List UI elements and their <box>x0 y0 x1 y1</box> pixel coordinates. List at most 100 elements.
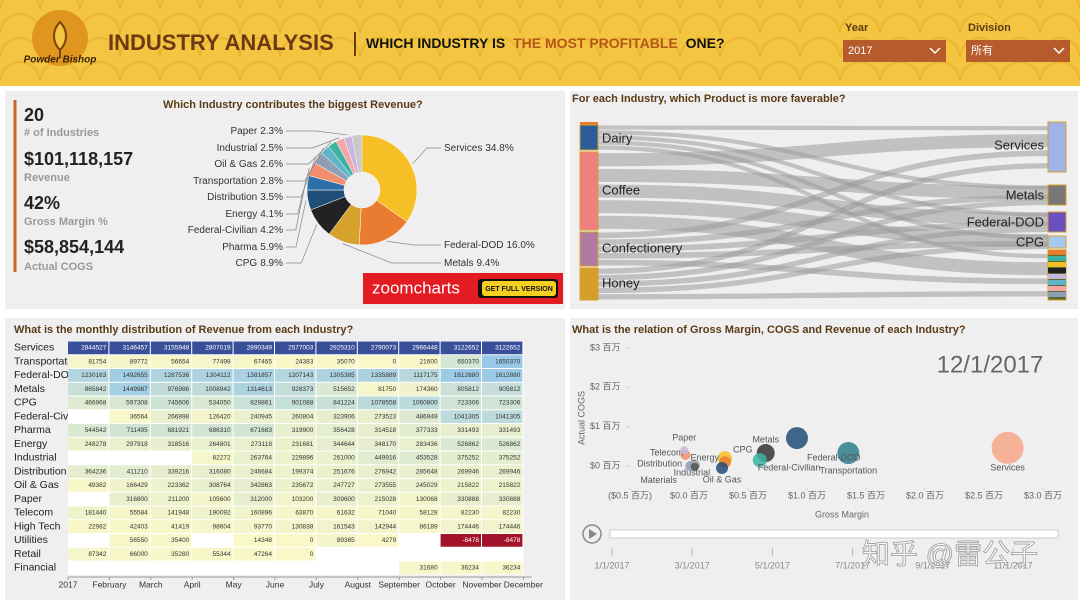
header-arc <box>839 61 881 83</box>
heat-cell <box>192 382 233 396</box>
heat-cell <box>482 382 523 396</box>
cell-value: 190092 <box>209 510 231 517</box>
heat-cell <box>192 410 233 423</box>
row-label: Paper <box>14 493 43 505</box>
heat-cell <box>68 465 109 478</box>
heat-cell <box>440 534 481 547</box>
cell-value: 526862 <box>457 441 479 448</box>
heat-cell <box>233 355 274 368</box>
cell-value: 81750 <box>378 386 396 393</box>
filter-value[interactable]: 所有 <box>971 43 993 57</box>
header-arc <box>799 13 841 35</box>
cell-value: 515652 <box>333 386 355 393</box>
cell-value: -8478 <box>504 537 521 544</box>
cell-value: 240945 <box>250 413 272 420</box>
x-tick-label: June <box>266 579 285 589</box>
heat-cell <box>482 396 523 410</box>
cell-value: 264801 <box>209 441 231 448</box>
header-arc <box>0 61 41 83</box>
flow <box>597 135 1049 217</box>
heat-cell <box>109 547 150 561</box>
header-arc <box>1039 13 1080 35</box>
cell-value: 247727 <box>333 482 355 489</box>
heat-cell <box>316 410 357 423</box>
header-arc <box>439 13 481 35</box>
cell-value: 377333 <box>416 427 438 434</box>
flow <box>597 199 1049 281</box>
heat-cell <box>150 506 192 520</box>
cell-value: 449916 <box>374 455 396 462</box>
heat-cell <box>150 534 192 547</box>
header-arc <box>519 61 561 83</box>
header-arc <box>999 61 1041 83</box>
banner-brand: zoomcharts <box>372 278 460 297</box>
heat-cell <box>399 506 440 520</box>
cell-value: 486949 <box>416 413 438 420</box>
banner-button-text[interactable]: GET FULL VERSION <box>485 286 553 293</box>
header-arc <box>1039 0 1080 11</box>
flow <box>597 184 1049 226</box>
heat-cell <box>109 437 150 451</box>
bubble[interactable] <box>785 427 808 450</box>
cell-value: 453528 <box>416 455 438 462</box>
flow <box>597 130 1049 190</box>
heat-cell <box>316 424 357 437</box>
cell-value: 141948 <box>167 510 189 517</box>
header-arc <box>399 61 441 83</box>
heat-cell <box>233 410 274 423</box>
heat-cell <box>109 520 150 533</box>
pie-label: Paper 2.3% <box>231 126 284 137</box>
heat-cell <box>357 451 399 465</box>
header-arc <box>239 61 281 83</box>
cell-value: 312000 <box>250 496 272 503</box>
bubble[interactable] <box>680 446 689 455</box>
cell-value: 235672 <box>292 482 314 489</box>
heat-cell <box>399 410 440 423</box>
kpi-label: Actual COGS <box>24 261 93 273</box>
header-arc <box>319 0 361 11</box>
bubble-label: Oil & Gas <box>703 474 742 484</box>
annotation: 12/1/2017 <box>937 351 1044 378</box>
header-arc <box>639 37 681 59</box>
heat-cell <box>440 479 481 492</box>
x-tick-label: $1.5 百万 <box>847 490 885 500</box>
heat-cell <box>233 465 274 478</box>
header-arc <box>39 0 81 11</box>
bubble[interactable] <box>716 461 729 474</box>
heat-cell <box>440 520 481 533</box>
cell-value: 55344 <box>213 551 231 558</box>
pie-label-name: Services <box>444 143 482 154</box>
bubble[interactable] <box>991 431 1024 464</box>
cell-value: 319900 <box>292 427 314 434</box>
pie-label-name: Oil & Gas <box>214 159 257 170</box>
bubble[interactable] <box>752 453 767 468</box>
play-button[interactable] <box>582 524 602 544</box>
heat-cell <box>150 547 192 561</box>
bubble[interactable] <box>690 462 699 471</box>
cell-value: 142944 <box>374 523 396 530</box>
header-arc <box>279 0 321 11</box>
cell-value: 87342 <box>88 551 106 558</box>
logo-icon <box>53 20 67 58</box>
heat-cell <box>275 492 316 506</box>
filter-dropdown[interactable] <box>843 40 946 62</box>
chevron <box>1053 47 1065 55</box>
heat-cell <box>233 479 274 492</box>
node-label: Dairy <box>602 130 633 145</box>
bubble-label: Metals <box>752 434 779 444</box>
row-label: Energy <box>14 438 48 450</box>
cell-value: 36234 <box>502 565 520 572</box>
filter-value[interactable]: 2017 <box>848 45 872 57</box>
heat-cell <box>68 396 109 410</box>
heat-cell <box>399 369 440 382</box>
banner-button[interactable] <box>482 281 556 296</box>
heat-cell <box>482 424 523 437</box>
heat-cell <box>357 355 399 368</box>
node-label: Coffee <box>602 182 640 197</box>
kpi-value: 20 <box>24 105 44 125</box>
cell-value: 711495 <box>127 427 149 434</box>
cell-value: 130838 <box>292 523 314 530</box>
bubble[interactable] <box>837 442 860 465</box>
filter-dropdown[interactable] <box>966 40 1070 62</box>
play-slider[interactable] <box>609 529 1059 539</box>
